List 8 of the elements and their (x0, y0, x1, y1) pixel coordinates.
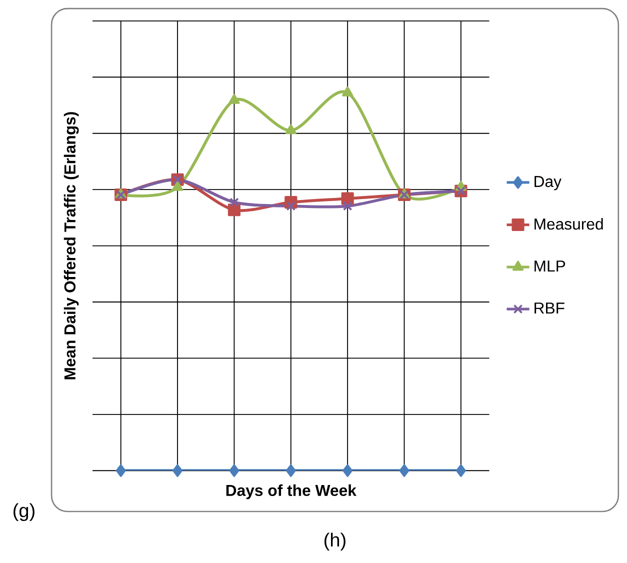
legend-label: MLP (534, 260, 566, 272)
text: (h) (324, 532, 346, 551)
legend-label: Day (534, 176, 562, 190)
legend-label: RBF (534, 302, 564, 314)
text: (g) (14, 503, 34, 522)
legend-label: Measured (534, 218, 603, 230)
x-axis-title: Days of the Week (226, 484, 356, 500)
y-axis-title: Mean Daily Offered Traffic (Erlangs) (64, 112, 79, 380)
